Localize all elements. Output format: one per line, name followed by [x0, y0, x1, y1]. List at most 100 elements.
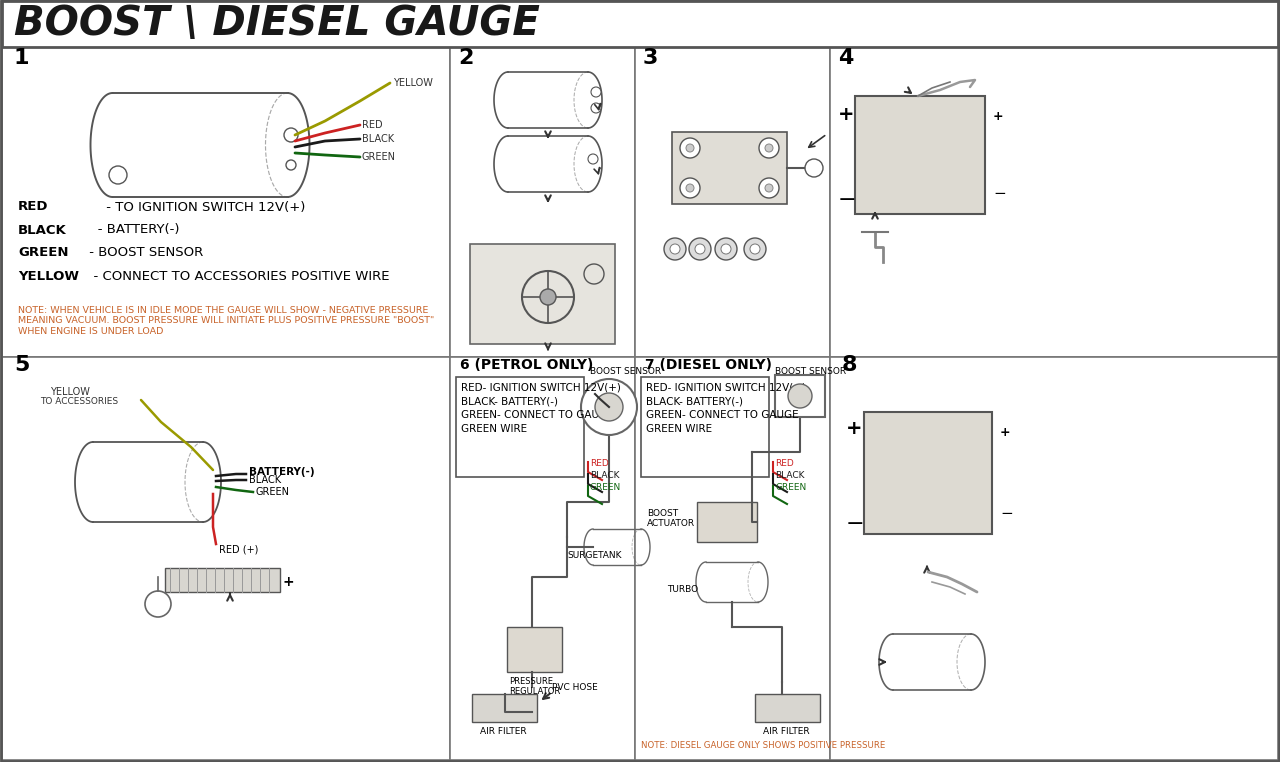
Text: ACTUATOR: ACTUATOR [646, 520, 695, 529]
Text: BLACK: BLACK [250, 475, 282, 485]
Text: +: + [283, 575, 294, 589]
Text: 8: 8 [842, 355, 858, 375]
Text: −: − [993, 187, 1006, 201]
Bar [470, 244, 614, 344]
Text: +: + [846, 420, 863, 438]
Circle shape [591, 87, 602, 97]
Bar [774, 375, 826, 417]
Bar [456, 377, 584, 477]
Circle shape [689, 238, 710, 260]
Bar [855, 96, 986, 214]
Text: +: + [1000, 425, 1011, 438]
Bar [698, 502, 756, 542]
Circle shape [686, 144, 694, 152]
Text: RED: RED [774, 459, 794, 469]
Circle shape [595, 393, 623, 421]
Circle shape [591, 103, 602, 113]
Text: PRESSURE: PRESSURE [509, 677, 553, 687]
Text: +: + [993, 110, 1004, 123]
Circle shape [695, 244, 705, 254]
Circle shape [716, 238, 737, 260]
Text: AIR FILTER: AIR FILTER [480, 728, 526, 737]
Text: AIR FILTER: AIR FILTER [763, 728, 810, 737]
Text: TURBO: TURBO [667, 585, 698, 594]
Text: - BOOST SENSOR: - BOOST SENSOR [84, 246, 204, 260]
Text: RED: RED [18, 200, 49, 213]
Bar [472, 694, 538, 722]
Circle shape [788, 384, 812, 408]
Circle shape [664, 238, 686, 260]
Text: NOTE: WHEN VEHICLE IS IN IDLE MODE THE GAUGE WILL SHOW - NEGATIVE PRESSURE
MEANI: NOTE: WHEN VEHICLE IS IN IDLE MODE THE G… [18, 306, 434, 336]
Text: - CONNECT TO ACCESSORIES POSITIVE WIRE: - CONNECT TO ACCESSORIES POSITIVE WIRE [84, 270, 389, 283]
Text: - BATTERY(-): - BATTERY(-) [84, 223, 179, 236]
Bar [507, 627, 562, 672]
Text: YELLOW: YELLOW [50, 387, 90, 397]
Text: RED: RED [590, 459, 609, 469]
Circle shape [284, 128, 298, 142]
Circle shape [145, 591, 172, 617]
Text: −: − [1000, 507, 1012, 521]
Bar [165, 568, 280, 592]
Circle shape [721, 244, 731, 254]
Text: −: − [846, 514, 864, 534]
Circle shape [750, 244, 760, 254]
Text: +: + [838, 105, 855, 124]
Bar [829, 357, 1277, 760]
Circle shape [680, 178, 700, 198]
Circle shape [285, 160, 296, 170]
Circle shape [581, 379, 637, 435]
Bar [3, 47, 451, 357]
Text: GREEN: GREEN [255, 487, 289, 497]
Text: SURGETANK: SURGETANK [567, 550, 622, 559]
Text: 4: 4 [838, 48, 854, 68]
Circle shape [680, 138, 700, 158]
Circle shape [109, 166, 127, 184]
Text: 3: 3 [643, 48, 658, 68]
Text: 5: 5 [14, 355, 29, 375]
Circle shape [765, 184, 773, 192]
Text: PVC HOSE: PVC HOSE [552, 683, 598, 691]
Bar [755, 694, 820, 722]
Bar [3, 357, 451, 760]
Bar [635, 47, 829, 357]
Bar [3, 0, 1277, 47]
Text: BLACK: BLACK [774, 472, 805, 481]
Text: RED- IGNITION SWITCH 12V(+)
BLACK- BATTERY(-)
GREEN- CONNECT TO GAUGE
GREEN WIRE: RED- IGNITION SWITCH 12V(+) BLACK- BATTE… [646, 383, 806, 434]
Text: 7 (DIESEL ONLY): 7 (DIESEL ONLY) [645, 358, 772, 372]
Text: 1: 1 [14, 48, 29, 68]
Text: BOOST SENSOR: BOOST SENSOR [774, 367, 846, 376]
Bar [641, 377, 769, 477]
Text: NOTE: DIESEL GAUGE ONLY SHOWS POSITIVE PRESSURE: NOTE: DIESEL GAUGE ONLY SHOWS POSITIVE P… [641, 741, 886, 750]
Text: BOOST \ DIESEL GAUGE: BOOST \ DIESEL GAUGE [14, 4, 540, 44]
Text: BOOST: BOOST [646, 510, 678, 518]
Text: YELLOW: YELLOW [18, 270, 79, 283]
Circle shape [588, 154, 598, 164]
Circle shape [759, 178, 780, 198]
Text: BATTERY(-): BATTERY(-) [250, 467, 315, 477]
Bar [451, 47, 635, 357]
Text: 6 (PETROL ONLY): 6 (PETROL ONLY) [460, 358, 594, 372]
Bar [635, 357, 829, 760]
Circle shape [759, 138, 780, 158]
Circle shape [805, 159, 823, 177]
Bar [829, 47, 1277, 357]
Text: −: − [838, 190, 856, 210]
Text: RED- IGNITION SWITCH 12V(+)
BLACK- BATTERY(-)
GREEN- CONNECT TO GAUGE
GREEN WIRE: RED- IGNITION SWITCH 12V(+) BLACK- BATTE… [461, 383, 621, 434]
Text: BLACK: BLACK [18, 223, 67, 236]
Text: GREEN: GREEN [774, 484, 806, 492]
Circle shape [540, 289, 556, 305]
Text: YELLOW: YELLOW [393, 78, 433, 88]
Bar [672, 132, 787, 204]
Text: GREEN: GREEN [590, 484, 621, 492]
Text: BLACK: BLACK [590, 472, 620, 481]
Text: BLACK: BLACK [362, 134, 394, 144]
Text: - TO IGNITION SWITCH 12V(+): - TO IGNITION SWITCH 12V(+) [84, 200, 306, 213]
Circle shape [765, 144, 773, 152]
Text: BOOST SENSOR: BOOST SENSOR [590, 367, 662, 376]
Text: 2: 2 [458, 48, 474, 68]
Text: GREEN: GREEN [362, 152, 396, 162]
Circle shape [669, 244, 680, 254]
Bar [864, 412, 992, 534]
Bar [451, 357, 635, 760]
Circle shape [686, 184, 694, 192]
